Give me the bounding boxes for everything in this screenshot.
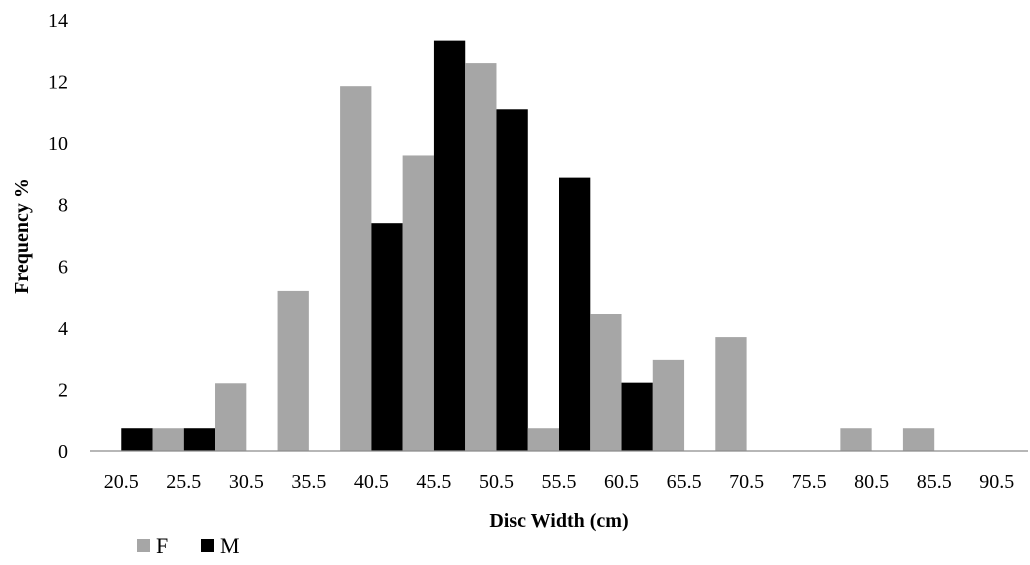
x-tick-label: 75.5 bbox=[792, 471, 827, 493]
bar-M-25.5 bbox=[183, 428, 216, 451]
x-tick-label: 85.5 bbox=[917, 471, 952, 493]
y-tick-label: 10 bbox=[48, 133, 68, 155]
bar-F-45.5 bbox=[402, 155, 434, 451]
x-tick-label: 40.5 bbox=[354, 471, 389, 493]
x-tick-label: 55.5 bbox=[542, 471, 577, 493]
bar-F-60.5 bbox=[590, 314, 622, 451]
bar-M-55.5 bbox=[559, 177, 591, 451]
bars bbox=[121, 40, 935, 451]
x-tick-label: 70.5 bbox=[729, 471, 764, 493]
bar-F-85.5 bbox=[902, 428, 935, 451]
y-tick-label: 2 bbox=[58, 379, 68, 401]
x-tick-label: 35.5 bbox=[291, 471, 326, 493]
x-tick-label: 65.5 bbox=[667, 471, 702, 493]
y-tick-label: 4 bbox=[58, 318, 68, 340]
y-tick-label: 0 bbox=[58, 441, 68, 463]
bar-M-40.5 bbox=[371, 223, 403, 451]
bar-M-45.5 bbox=[433, 40, 466, 451]
y-axis-title: Frequency % bbox=[11, 178, 33, 294]
x-axis-title: Disc Width (cm) bbox=[489, 510, 628, 532]
bar-M-20.5 bbox=[121, 428, 153, 451]
bar-F-80.5 bbox=[840, 428, 872, 451]
bar-F-50.5 bbox=[465, 63, 497, 451]
x-tick-label: 50.5 bbox=[479, 471, 514, 493]
y-axis-ticks: 0 2 4 6 8 10 12 14 bbox=[48, 10, 68, 463]
bar-F-30.5 bbox=[215, 383, 247, 451]
bar-F-65.5 bbox=[652, 359, 685, 451]
legend-swatch-F bbox=[137, 539, 150, 552]
x-tick-label: 60.5 bbox=[604, 471, 639, 493]
x-tick-label: 30.5 bbox=[229, 471, 264, 493]
bar-F-40.5 bbox=[340, 86, 372, 451]
y-tick-label: 14 bbox=[48, 10, 68, 32]
x-axis-ticks: 20.5 25.5 30.5 35.5 40.5 45.5 50.5 55.5 60.5 65.5… bbox=[104, 471, 1014, 493]
legend-swatch-M bbox=[201, 539, 214, 552]
legend-label-F: F bbox=[156, 533, 168, 558]
bar-F-35.5 bbox=[277, 290, 309, 451]
x-tick-label: 20.5 bbox=[104, 471, 139, 493]
bar-F-25.5 bbox=[152, 428, 184, 451]
bar-M-50.5 bbox=[496, 109, 528, 451]
x-tick-label: 45.5 bbox=[416, 471, 451, 493]
y-tick-label: 6 bbox=[58, 256, 68, 278]
y-tick-label: 8 bbox=[58, 195, 68, 217]
x-tick-label: 80.5 bbox=[854, 471, 889, 493]
y-tick-label: 12 bbox=[48, 72, 68, 94]
legend-label-M: M bbox=[220, 533, 240, 558]
bar-M-60.5 bbox=[621, 382, 653, 451]
bar-F-55.5 bbox=[527, 428, 559, 451]
x-tick-label: 25.5 bbox=[166, 471, 201, 493]
bar-F-70.5 bbox=[715, 337, 747, 451]
x-tick-label: 90.5 bbox=[979, 471, 1014, 493]
